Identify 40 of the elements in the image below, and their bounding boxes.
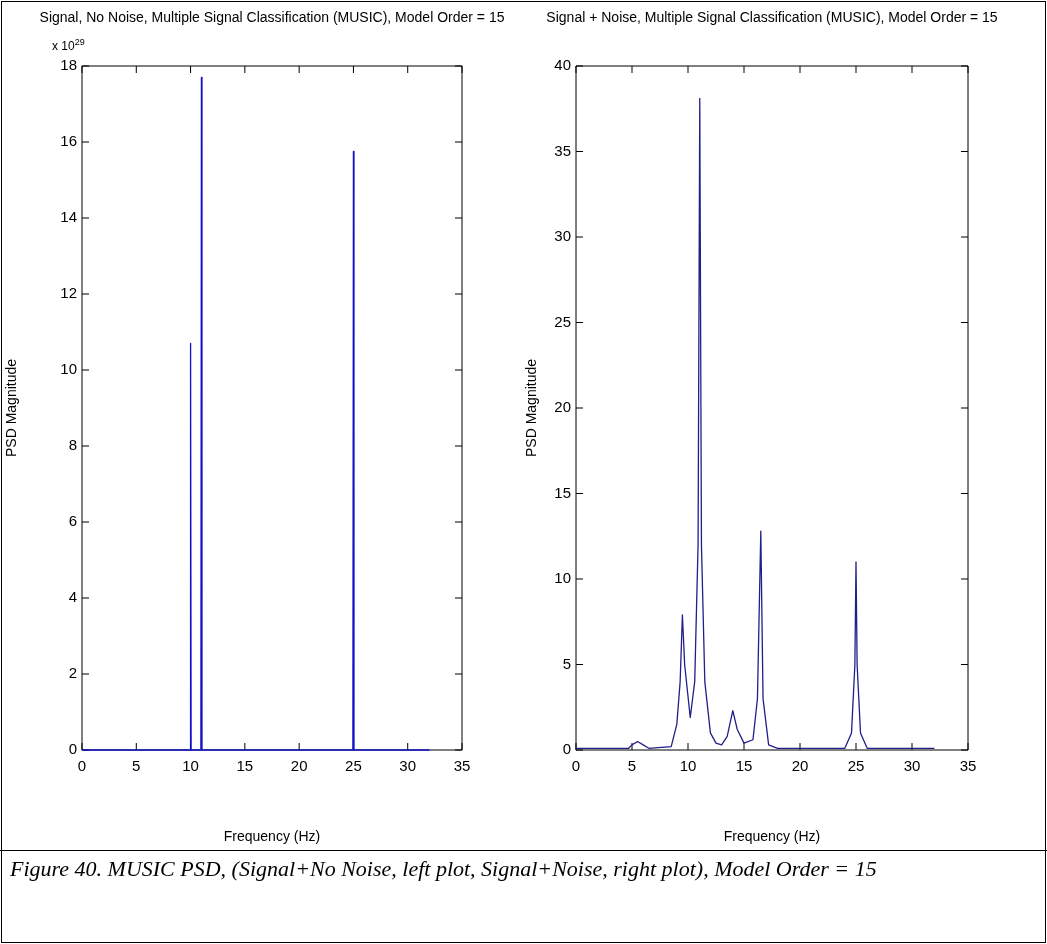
y-tick-label: 4: [68, 588, 77, 606]
x-tick-label: 25: [345, 757, 362, 775]
y-tick-label: 10: [554, 569, 571, 587]
y-tick-label: 15: [554, 483, 571, 501]
y-tick-label: 14: [60, 208, 77, 226]
x-tick-label: 35: [959, 757, 977, 775]
x-tick-label: 35: [453, 757, 471, 775]
x-axis-title: Frequency (Hz): [223, 828, 321, 845]
x-tick-label: 20: [791, 757, 809, 775]
y-tick-label: 0: [562, 740, 571, 758]
x-tick-label: 10: [182, 757, 199, 775]
y-tick-label: 0: [68, 740, 77, 758]
caption: Figure 40. MUSIC PSD, (Signal+No Noise, left plot, Signal+Noise, right plot), Model Order = 15: [10, 855, 878, 882]
y-tick-label: 20: [554, 398, 571, 416]
x-tick-label: 15: [236, 757, 254, 775]
y-tick-label: 2: [68, 664, 77, 682]
y-tick-label: 6: [68, 512, 77, 530]
x-tick-label: 30: [903, 757, 921, 775]
y-tick-label: 12: [60, 284, 77, 302]
y-tick-label: 25: [554, 312, 571, 330]
y-tick-label: 18: [60, 56, 77, 74]
y-tick-label: 10: [60, 360, 77, 378]
x-tick-label: 10: [679, 757, 697, 775]
x-tick-label: 5: [627, 757, 637, 775]
chart-title: Signal + Noise, Multiple Signal Classification (MUSIC), Model Order = 15: [546, 9, 998, 25]
y-tick-label: 35: [554, 141, 571, 159]
y-axis-title: PSD Magnitude: [523, 358, 540, 458]
x-tick-label: 20: [290, 757, 308, 775]
x-axis-title: Frequency (Hz): [723, 828, 821, 845]
y-axis-title: PSD Magnitude: [3, 358, 20, 458]
y-tick-label: 30: [554, 227, 571, 245]
chart-title: Signal, No Noise, Multiple Signal Classification (MUSIC), Model Order = 15: [39, 9, 505, 25]
y-tick-label: 16: [60, 132, 77, 150]
x-tick-label: 15: [735, 757, 753, 775]
x-tick-label: 5: [132, 757, 141, 775]
x-tick-label: 30: [399, 757, 417, 775]
y-tick-label: 8: [68, 436, 77, 454]
y-tick-label: 5: [562, 654, 571, 672]
y-tick-label: 40: [554, 56, 571, 74]
x-tick-label: 25: [847, 757, 865, 775]
